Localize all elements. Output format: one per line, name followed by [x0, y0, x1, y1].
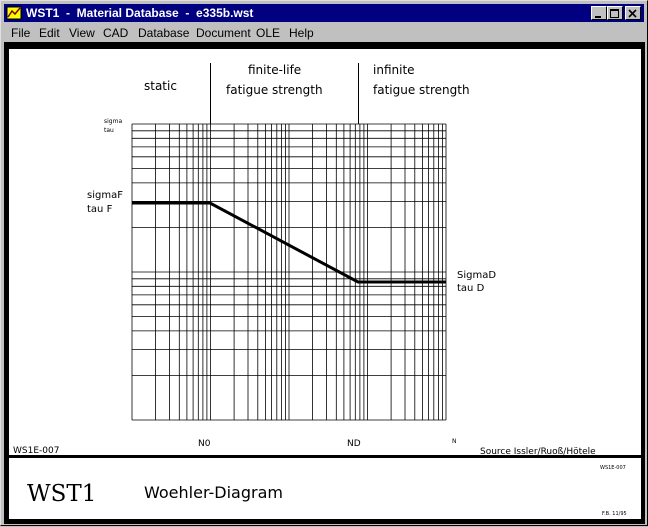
x-axis-label-N: N — [452, 438, 457, 445]
woehler-curve — [132, 201, 446, 284]
label-sigmaF: sigmaF — [87, 190, 123, 201]
menu-edit[interactable]: Edit — [39, 26, 60, 40]
grid-horizontal-lines — [132, 123, 446, 421]
y-axis-label-sigma: sigma — [104, 118, 122, 125]
menu-cad[interactable]: CAD — [103, 26, 129, 40]
minimize-button[interactable] — [591, 6, 607, 20]
label-finite-fatigue: fatigue strength — [226, 83, 323, 97]
menu-view[interactable]: View — [69, 26, 95, 40]
menu-help[interactable]: Help — [289, 26, 314, 40]
label-infinite-fatigue: fatigue strength — [373, 83, 470, 97]
label-static: static — [144, 79, 177, 93]
label-tauF: tau F — [87, 204, 113, 215]
title-bar[interactable]: WST1 - Material Database - e335b.wst — [4, 4, 644, 22]
titleblock-title: Woehler-Diagram — [144, 483, 283, 502]
label-infinite: infinite — [373, 63, 415, 77]
drawing-sheet — [9, 49, 641, 519]
app-icon[interactable] — [6, 5, 22, 21]
menu-bar: File Edit View CAD Database Document OLE… — [4, 23, 644, 42]
menu-database[interactable]: Database — [138, 26, 190, 40]
menu-ole[interactable]: OLE — [256, 26, 281, 40]
label-tauD: tau D — [457, 283, 485, 294]
source-note: Source Issler/Ruoß/Hötele — [480, 447, 596, 457]
label-sigmaD: SigmaD — [457, 270, 496, 281]
titleblock-logo: WST1 — [27, 481, 96, 507]
minimize-icon — [595, 16, 601, 18]
label-finite-life: finite-life — [248, 63, 301, 77]
drawing-id: WS1E-007 — [13, 446, 59, 456]
menu-document[interactable]: Document — [196, 26, 251, 40]
close-icon — [628, 9, 637, 18]
y-axis-label-tau: tau — [104, 127, 114, 134]
window-title: WST1 - Material Database - e335b.wst — [26, 6, 254, 20]
titleblock-revision: F.B. 11/95 — [602, 511, 627, 517]
menu-file[interactable]: File — [11, 26, 31, 40]
maximize-button[interactable] — [607, 6, 623, 20]
titleblock-drawing-code: WS1E-007 — [600, 465, 626, 471]
close-button[interactable] — [625, 6, 641, 20]
maximize-icon — [610, 9, 619, 18]
tick-ND: ND — [347, 439, 361, 449]
tick-N0: N0 — [198, 439, 211, 449]
